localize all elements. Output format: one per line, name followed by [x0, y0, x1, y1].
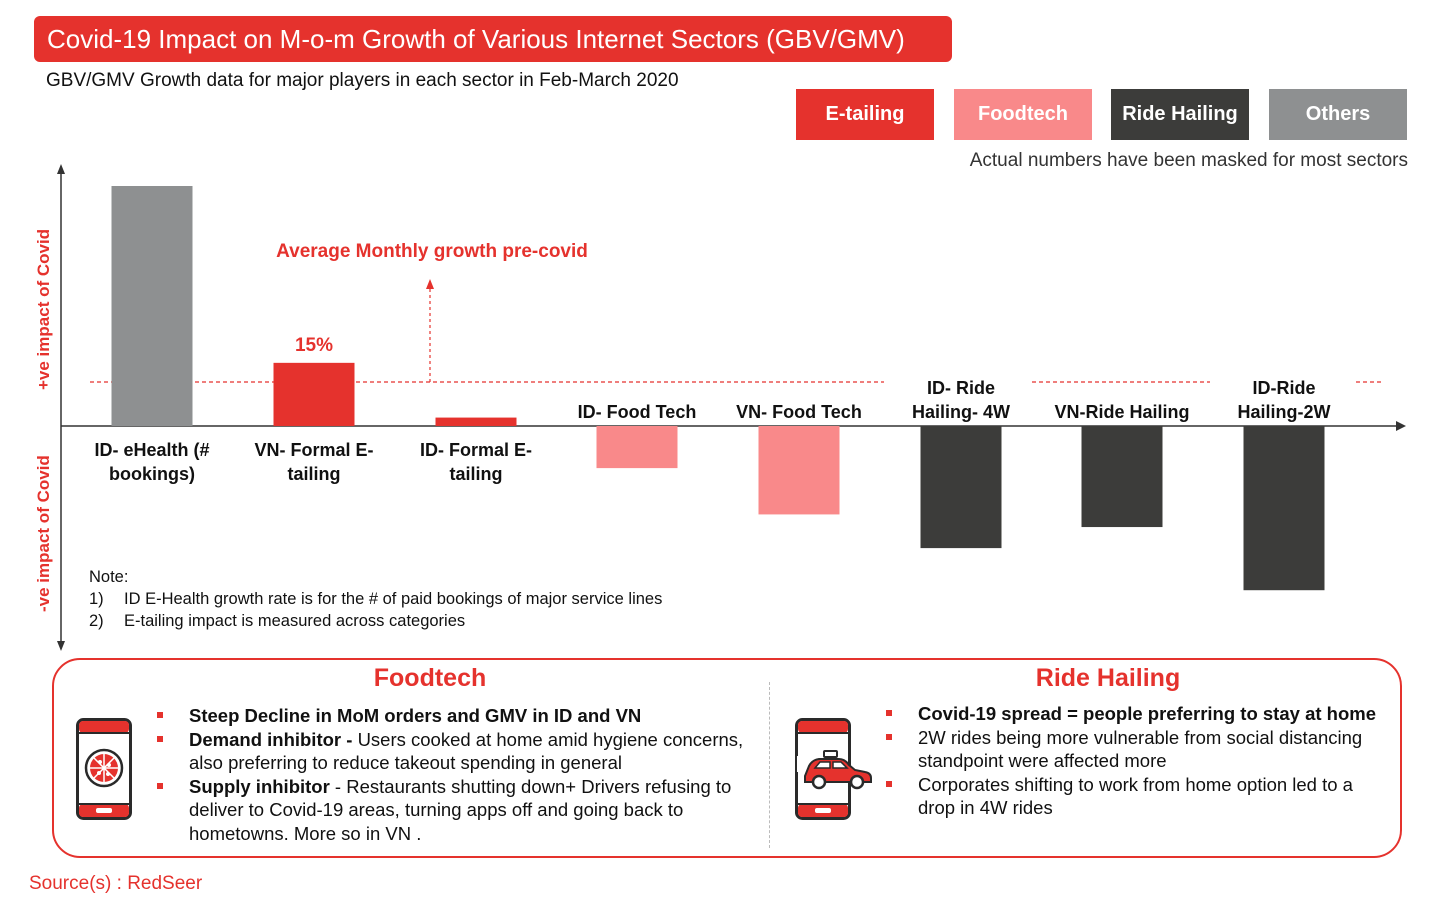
foodtech-bullets: Steep Decline in MoM orders and GMV in I… — [157, 704, 759, 846]
panel-divider — [769, 682, 770, 848]
legend-others: Others — [1269, 89, 1407, 140]
bullet-item: Covid-19 spread = people preferring to s… — [886, 702, 1386, 726]
category-label: VN- Food Tech — [736, 402, 862, 422]
note-item: 2) E-tailing impact is measured across ca… — [89, 610, 662, 632]
data-label: 15% — [295, 335, 333, 356]
avg-arrow-head — [426, 279, 434, 289]
note-number: 1) — [89, 590, 104, 608]
avg-pre-covid-label: Average Monthly growth pre-covid — [276, 241, 588, 262]
y-axis-arrow-up — [57, 164, 65, 174]
category-label: ID- Formal E-tailing — [420, 440, 532, 484]
legend-foodtech: Foodtech — [954, 89, 1092, 140]
note-text: ID E-Health growth rate is for the # of … — [124, 590, 663, 608]
bar — [920, 426, 1002, 549]
legend-etailing: E-tailing — [796, 89, 934, 140]
bullet-item: 2W rides being more vulnerable from soci… — [886, 726, 1386, 773]
note-number: 2) — [89, 612, 104, 630]
chart-notes: Note: 1) ID E-Health growth rate is for t… — [89, 566, 662, 632]
bar — [758, 426, 840, 515]
ridehailing-title: Ride Hailing — [1035, 664, 1181, 692]
page-subtitle: GBV/GMV Growth data for major players in… — [46, 70, 679, 91]
insights-panel — [52, 658, 1402, 858]
category-label: ID- Ride Hailing- 4W — [912, 378, 1010, 422]
category-label: ID- eHealth (# bookings) — [94, 440, 209, 484]
masked-numbers-note: Actual numbers have been masked for most… — [969, 150, 1408, 171]
foodtech-title: Foodtech — [373, 664, 487, 692]
category-label: ID-Ride Hailing-2W — [1238, 378, 1331, 422]
car-phone-icon — [795, 718, 872, 820]
bar — [1081, 426, 1163, 528]
ridehailing-bullets: Covid-19 spread = people preferring to s… — [886, 702, 1386, 820]
bullet-item: Corporates shifting to work from home op… — [886, 773, 1386, 820]
bar-chart: Average Monthly growth pre-covid ID- eHea… — [57, 164, 1406, 651]
y-axis-arrow-down — [57, 641, 65, 651]
notes-heading: Note: — [89, 568, 129, 586]
page-title: Covid-19 Impact on M-o-m Growth of Vario… — [34, 16, 952, 62]
note-text: E-tailing impact is measured across cate… — [124, 612, 466, 630]
bullet-item: Demand inhibitor - Users cooked at home … — [157, 728, 759, 775]
bar — [273, 362, 355, 426]
bar — [111, 186, 193, 426]
bar — [435, 417, 517, 426]
bar — [596, 426, 678, 469]
bar — [1243, 426, 1325, 591]
category-label: VN-Ride Hailing — [1054, 402, 1189, 422]
x-axis-arrow — [1396, 421, 1406, 431]
bullet-item: Supply inhibitor - Restaurants shutting … — [157, 775, 759, 846]
category-label: VN- Formal E-tailing — [254, 440, 373, 484]
source-note: Source(s) : RedSeer — [29, 873, 203, 894]
category-label: ID- Food Tech — [578, 402, 697, 422]
bullet-item: Steep Decline in MoM orders and GMV in I… — [157, 704, 759, 728]
pizza-phone-icon — [76, 718, 132, 820]
legend-ride-hailing: Ride Hailing — [1111, 89, 1249, 140]
note-item: 1) ID E-Health growth rate is for the # o… — [89, 588, 662, 610]
